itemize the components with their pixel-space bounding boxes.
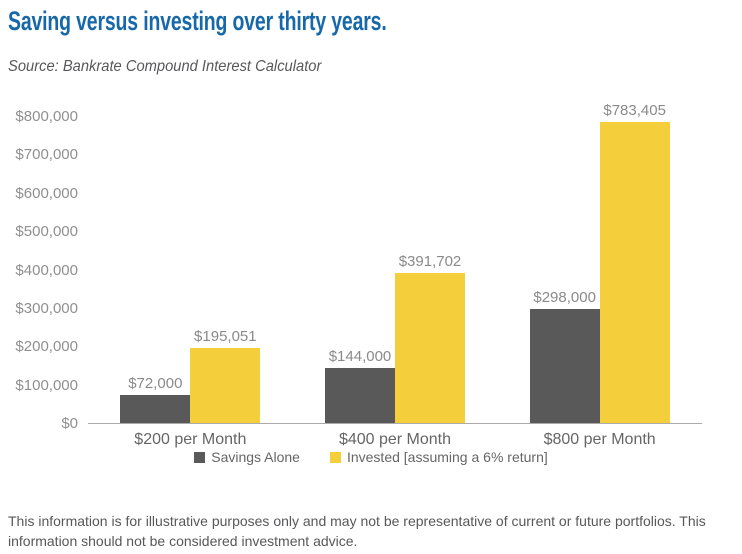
y-tick-label: $100,000 bbox=[15, 376, 78, 394]
y-tick-label: $300,000 bbox=[15, 299, 78, 317]
category-label: $400 per Month bbox=[338, 431, 452, 448]
category-label: $200 per Month bbox=[134, 431, 247, 448]
legend-item-savings: Savings Alone bbox=[194, 449, 300, 465]
bar-value-label: $783,405 bbox=[603, 102, 666, 120]
chart-title: Saving versus investing over thirty year… bbox=[8, 6, 387, 36]
bar-value-label: $144,000 bbox=[328, 347, 392, 365]
bar-group: $298,000 $783,405 $800 per Month bbox=[529, 102, 670, 448]
y-tick-label: $600,000 bbox=[15, 184, 78, 202]
bar-value-label: $298,000 bbox=[533, 288, 596, 306]
category-label: $800 per Month bbox=[543, 431, 656, 448]
y-tick-label: $800,000 bbox=[15, 108, 78, 125]
chart-source: Source: Bankrate Compound Interest Calcu… bbox=[8, 58, 322, 75]
bar-value-label: $72,000 bbox=[128, 375, 183, 393]
invested-bar: $783,405 bbox=[599, 102, 670, 423]
y-tick-label: $0 bbox=[61, 415, 78, 432]
invested-bar: $391,702 bbox=[394, 253, 465, 423]
legend-item-invested: Invested [assuming a 6% return] bbox=[329, 449, 548, 465]
bar-value-label: $391,702 bbox=[398, 252, 462, 270]
legend-swatch-icon bbox=[194, 451, 206, 463]
plot-area: $72,000 $195,051 $200 per Month $144,000 $39… bbox=[88, 102, 702, 448]
y-tick-label: $500,000 bbox=[15, 223, 78, 241]
legend-label: Savings Alone bbox=[211, 449, 300, 465]
bar-chart: $0 $100,000 $200,000 $300,000 $400,000 $500,0… bbox=[0, 96, 742, 496]
bar-value-label: $195,051 bbox=[194, 328, 257, 346]
legend-swatch-icon bbox=[329, 451, 341, 463]
savings-bar: $298,000 bbox=[529, 289, 600, 423]
bar-group: $72,000 $195,051 $200 per Month bbox=[120, 117, 261, 448]
y-tick-label: $400,000 bbox=[15, 261, 78, 279]
y-axis: $0 $100,000 $200,000 $300,000 $400,000 $500,0… bbox=[0, 96, 78, 496]
savings-bar: $72,000 bbox=[120, 375, 191, 423]
legend: Savings Alone Invested [assuming a 6% ret… bbox=[0, 449, 742, 465]
disclaimer-text: This information is for illustrative pur… bbox=[8, 513, 706, 549]
bar-group: $144,000 $391,702 $400 per Month bbox=[324, 117, 465, 448]
legend-label: Invested [assuming a 6% return] bbox=[346, 449, 548, 465]
invested-bar: $195,051 bbox=[190, 328, 261, 423]
savings-bar: $144,000 bbox=[324, 348, 395, 423]
y-tick-label: $200,000 bbox=[15, 338, 78, 356]
y-tick-label: $700,000 bbox=[15, 146, 78, 164]
